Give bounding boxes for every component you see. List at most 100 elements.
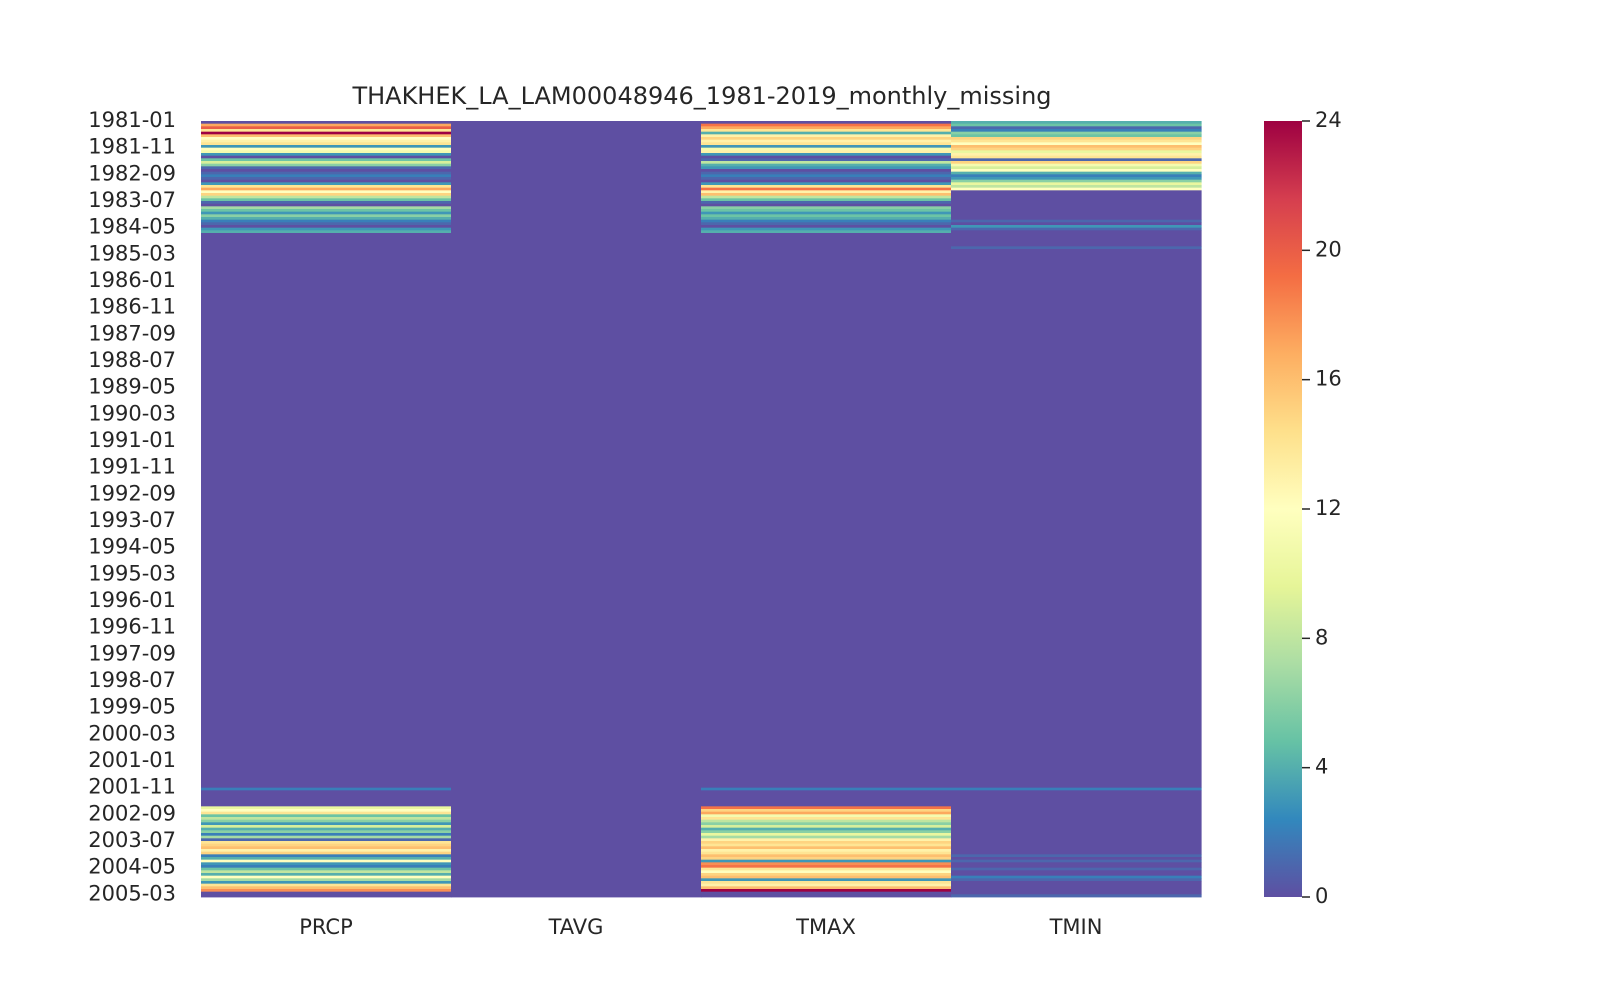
heatmap-cell bbox=[201, 153, 452, 157]
heatmap-cell bbox=[701, 825, 952, 829]
heatmap-column-tmax bbox=[701, 121, 952, 898]
heatmap-cell bbox=[201, 817, 452, 821]
heatmap-cell bbox=[701, 881, 952, 885]
heatmap-cell bbox=[201, 859, 452, 863]
heatmap-cell bbox=[701, 873, 952, 877]
heatmap-cell bbox=[951, 875, 1202, 879]
y-tick-label: 2000-03 bbox=[88, 721, 176, 745]
colorbar-tick-label: 0 bbox=[1315, 884, 1328, 908]
heatmap-cell bbox=[701, 142, 952, 146]
heatmap-cell bbox=[701, 147, 952, 151]
y-tick-label: 1996-11 bbox=[88, 615, 176, 639]
y-tick-label: 1986-01 bbox=[88, 268, 176, 292]
heatmap-cell bbox=[701, 185, 952, 189]
y-tick-label: 1988-07 bbox=[88, 348, 176, 372]
heatmap-cell bbox=[201, 225, 452, 229]
heatmap-cell bbox=[701, 155, 952, 159]
heatmap-cell bbox=[701, 219, 952, 223]
heatmap-cell bbox=[201, 166, 452, 170]
heatmap-cell bbox=[951, 225, 1202, 229]
heatmap-cell bbox=[201, 145, 452, 149]
heatmap-cell bbox=[701, 163, 952, 167]
colorbar-tick-label: 20 bbox=[1315, 237, 1342, 261]
heatmap-cell bbox=[951, 881, 1202, 895]
y-tick-label: 1990-03 bbox=[88, 401, 176, 425]
heatmap-cell bbox=[951, 174, 1202, 178]
heatmap-cell bbox=[951, 123, 1202, 127]
heatmap-cell bbox=[201, 870, 452, 874]
heatmap-cell bbox=[701, 153, 952, 157]
heatmap-cell bbox=[701, 209, 952, 213]
heatmap-cell bbox=[201, 193, 452, 197]
heatmap-cell bbox=[201, 849, 452, 853]
heatmap-cell bbox=[701, 878, 952, 882]
heatmap-cell bbox=[201, 163, 452, 167]
heatmap-cell bbox=[951, 787, 1202, 791]
heatmap-cell bbox=[701, 814, 952, 818]
heatmap-cell bbox=[951, 153, 1202, 157]
heatmap-cell bbox=[701, 203, 952, 207]
heatmap-cell bbox=[201, 875, 452, 879]
heatmap-cell bbox=[701, 145, 952, 149]
heatmap-cell bbox=[701, 841, 952, 845]
heatmap-cell bbox=[951, 147, 1202, 151]
heatmap-cell bbox=[201, 203, 452, 207]
heatmap-cell bbox=[701, 809, 952, 813]
heatmap-cell bbox=[201, 150, 452, 154]
heatmap-cell bbox=[951, 870, 1202, 877]
heatmap-cell bbox=[201, 169, 452, 173]
heatmap-cell bbox=[701, 817, 952, 821]
heatmap-cell bbox=[701, 827, 952, 831]
y-tick-label: 2001-11 bbox=[88, 775, 176, 799]
heatmap-cell bbox=[701, 867, 952, 871]
heatmap-cell bbox=[951, 222, 1202, 226]
heatmap-cell bbox=[701, 190, 952, 194]
heatmap-cell bbox=[951, 134, 1202, 138]
heatmap-cell bbox=[201, 219, 452, 223]
heatmap-cell bbox=[951, 171, 1202, 175]
heatmap-cell bbox=[951, 169, 1202, 173]
colorbar-tick-label: 12 bbox=[1315, 496, 1342, 520]
heatmap-cell bbox=[201, 190, 452, 194]
heatmap-cell bbox=[701, 214, 952, 218]
heatmap-cell bbox=[701, 129, 952, 133]
heatmap-cell bbox=[201, 182, 452, 186]
heatmap-cell bbox=[701, 822, 952, 826]
heatmap-cell bbox=[701, 201, 952, 205]
heatmap-cell bbox=[951, 142, 1202, 146]
heatmap-cell bbox=[701, 875, 952, 879]
heatmap-cell bbox=[201, 129, 452, 133]
heatmap-cell bbox=[201, 787, 452, 791]
heatmap-cell bbox=[701, 193, 952, 197]
heatmap-cell bbox=[701, 835, 952, 839]
heatmap-cell bbox=[701, 222, 952, 226]
y-tick-label: 1993-07 bbox=[88, 508, 176, 532]
heatmap-cell bbox=[701, 857, 952, 861]
heatmap-cell bbox=[701, 123, 952, 127]
y-tick-label: 1983-07 bbox=[88, 188, 176, 212]
heatmap-cell bbox=[201, 851, 452, 855]
heatmap-cell bbox=[951, 790, 1202, 855]
heatmap-cell bbox=[201, 835, 452, 839]
heatmap-cell bbox=[951, 129, 1202, 133]
heatmap-cell bbox=[701, 211, 952, 215]
heatmap-cell bbox=[201, 854, 452, 858]
heatmap-cell bbox=[951, 230, 1202, 247]
heatmap-cell bbox=[951, 137, 1202, 141]
heatmap-cell bbox=[701, 139, 952, 143]
y-tick-label: 1985-03 bbox=[88, 241, 176, 265]
heatmap-cell bbox=[701, 891, 952, 898]
heatmap-cells bbox=[201, 121, 1202, 898]
heatmap-cell bbox=[201, 838, 452, 842]
heatmap-cell bbox=[701, 233, 952, 789]
heatmap-cell bbox=[701, 806, 952, 810]
y-tick-label: 1992-09 bbox=[88, 481, 176, 505]
y-tick-label: 1987-09 bbox=[88, 321, 176, 345]
heatmap-cell bbox=[701, 886, 952, 890]
heatmap-cell bbox=[951, 862, 1202, 869]
heatmap-cell bbox=[701, 182, 952, 186]
colorbar-tick-label: 8 bbox=[1315, 625, 1328, 649]
heatmap-cell bbox=[201, 878, 452, 882]
heatmap-cell bbox=[451, 121, 702, 898]
